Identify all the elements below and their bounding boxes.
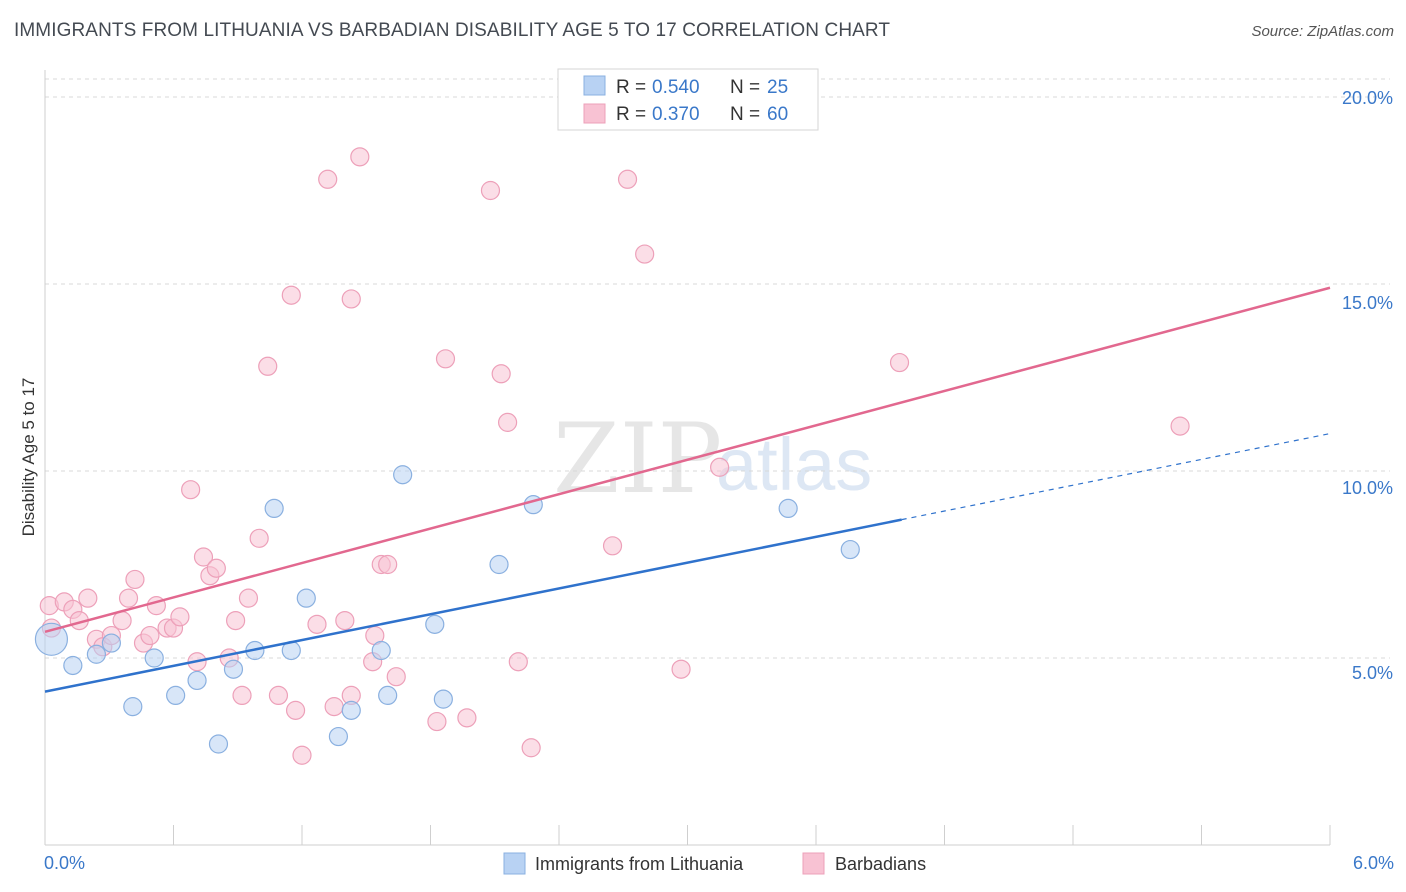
barbadians-point [307,614,327,634]
lithuania-point [778,498,798,518]
chart-title: IMMIGRANTS FROM LITHUANIA VS BARBADIAN D… [14,20,891,41]
barbadians-point [232,685,252,706]
barbadians-point [238,588,259,608]
barbadians-point [281,285,301,305]
stats-legend: R = 0.540 N = 25 R = 0.370 N = 60 [557,68,819,131]
legend-label-barbadians: Barbadians [835,854,926,874]
barbadians-point [78,588,98,608]
y-tick-label: 20.0% [1342,88,1393,108]
stats-n-label-lithuania: N = [730,77,760,98]
lithuania-point [34,622,69,656]
stats-swatch-barbadians [583,103,606,124]
stats-n-value-lithuania: 25 [767,77,788,98]
lithuania-point [208,734,229,754]
barbadians-point [435,349,456,369]
stats-r-label-lithuania: R = [616,77,646,98]
series-legend: Immigrants from Lithuania Barbadians [503,852,926,875]
barbadians-point [491,364,511,384]
y-axis-label: Disability Age 5 to 17 [19,378,38,537]
barbadians-point [125,569,145,590]
barbadians-trend-line [44,286,1331,634]
grid-lines [45,78,1390,659]
barbadians-point [181,480,201,500]
barbadians-point [617,169,638,189]
barbadians-point [427,711,447,732]
barbadians-point [635,244,655,264]
barbadians-point [170,607,190,627]
barbadians-point [521,738,541,758]
barbadians-point [249,528,269,548]
legend-label-lithuania: Immigrants from Lithuania [535,854,744,874]
lithuania-point [101,633,121,653]
barbadians-point [671,659,691,679]
barbadians-point [480,180,501,201]
x-tick-label-min: 0.0% [44,853,85,873]
barbadians-point [268,685,289,706]
stats-swatch-lithuania [583,75,606,96]
stats-n-label-barbadians: N = [730,104,760,125]
lithuania-point [433,689,453,709]
barbadians-point [118,588,139,608]
barbadians-point [140,625,160,646]
lithuania-point [86,644,107,664]
watermark-zip: ZIP [553,403,722,515]
y-tick-label: 5.0% [1352,663,1393,683]
barbadians-point [318,169,338,189]
barbadians-point [498,412,518,432]
barbadians-point [602,536,623,556]
lithuania-point [264,498,284,518]
barbadians-point [324,697,344,717]
legend-swatch-barbadians [802,852,825,875]
lithuania-trend-line [44,518,902,693]
stats-r-label-barbadians: R = [616,104,646,125]
barbadians-point [206,558,226,578]
lithuania-point [296,588,316,608]
lithuania-point [840,539,860,560]
lithuania-point [489,554,509,575]
lithuania-point [223,659,244,679]
barbadians-point [457,708,477,728]
lithuania-point [393,465,413,485]
legend-swatch-lithuania [503,852,526,875]
watermark-atlas: atlas [716,423,872,506]
y-axis-tick-labels: 5.0% 10.0% 15.0% 20.0% [1342,88,1393,683]
lithuania-point [123,697,143,717]
lithuania-point [328,726,349,747]
chart-source: Source: ZipAtlas.com [1251,23,1394,40]
stats-r-value-lithuania: 0.540 [652,77,700,98]
trend-lines [44,286,1331,693]
y-tick-label: 10.0% [1342,478,1393,498]
barbadians-point [1170,416,1190,436]
x-tick-label-max: 6.0% [1353,853,1394,873]
barbadians-point [350,147,370,167]
stats-n-value-barbadians: 60 [767,104,788,125]
lithuania-trend-extension [901,433,1331,521]
lithuania-point [166,685,186,706]
lithuania-point [425,614,445,634]
lithuania-points [34,465,860,754]
barbadians-point [386,667,406,687]
lithuania-point [341,700,361,720]
lithuania-point [63,655,83,676]
barbadians-point [889,352,910,373]
barbadians-point [378,554,398,575]
barbadians-point [112,610,132,631]
x-axis-ticks [44,825,1331,845]
barbadians-point [508,652,528,672]
barbadians-point [193,547,214,567]
y-tick-label: 15.0% [1342,293,1393,313]
barbadians-point [285,700,306,720]
lithuania-point [371,640,391,661]
barbadians-point [258,356,278,376]
barbadians-point [226,610,246,631]
barbadians-point [710,457,730,477]
stats-r-value-barbadians: 0.370 [652,104,700,125]
lithuania-point [187,670,207,691]
barbadians-point [341,289,361,309]
lithuania-point [144,648,164,668]
lithuania-point [378,685,398,706]
barbadians-point [335,610,355,631]
barbadians-point [292,745,312,765]
